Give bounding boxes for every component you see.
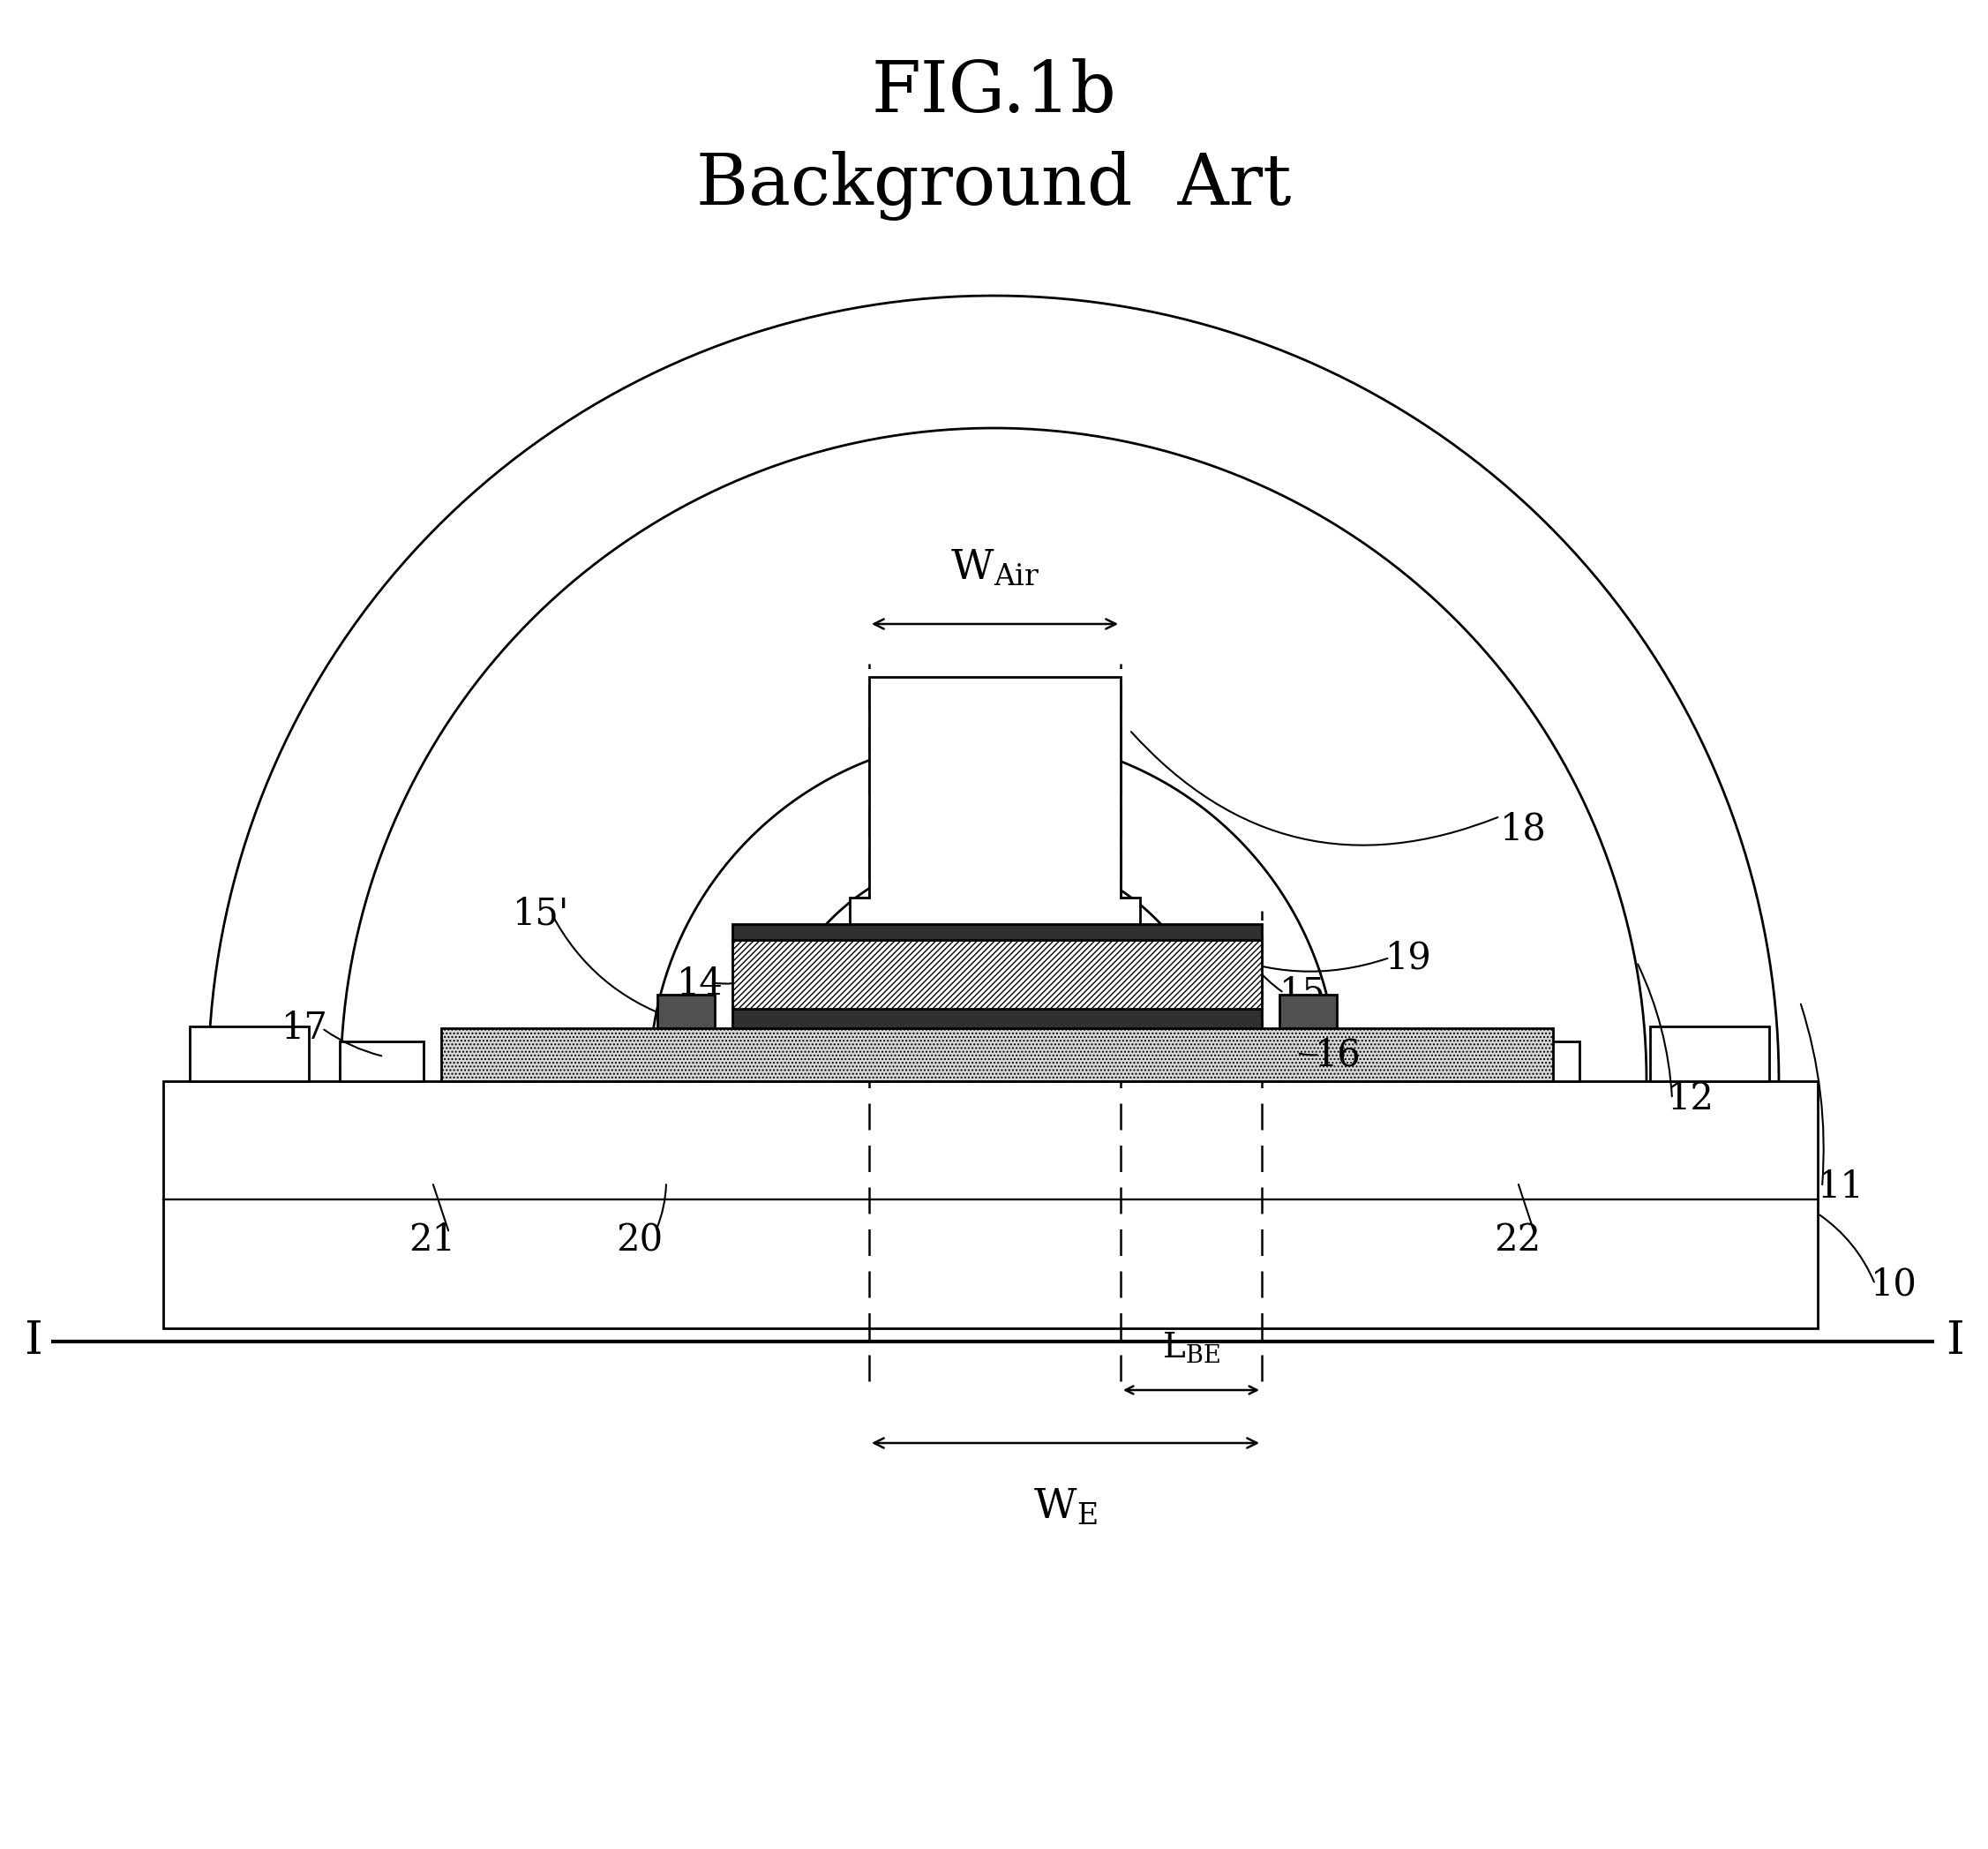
- Bar: [732, 939, 1262, 1010]
- Text: Background  Art: Background Art: [696, 150, 1290, 220]
- Text: 21: 21: [410, 1222, 455, 1259]
- Bar: [732, 924, 1262, 939]
- Text: 22: 22: [1495, 1222, 1541, 1259]
- Text: 16: 16: [1314, 1035, 1362, 1072]
- Text: I: I: [1946, 1318, 1964, 1365]
- Bar: [163, 1082, 1817, 1328]
- Bar: [732, 1010, 1262, 1028]
- Text: 20: 20: [616, 1222, 664, 1259]
- Text: I: I: [24, 1318, 42, 1365]
- Text: 15: 15: [1280, 974, 1326, 1011]
- Bar: [441, 1028, 1553, 1082]
- Text: 17: 17: [280, 1010, 328, 1047]
- Text: FIG.1b: FIG.1b: [871, 59, 1115, 128]
- Bar: [658, 995, 716, 1028]
- Text: 15': 15': [513, 895, 569, 932]
- Polygon shape: [849, 677, 1139, 924]
- Bar: [1495, 1041, 1578, 1082]
- Text: L$_{\mathregular{BE}}$: L$_{\mathregular{BE}}$: [1163, 1331, 1221, 1365]
- Text: 18: 18: [1501, 812, 1547, 849]
- Text: 14: 14: [676, 965, 724, 1002]
- Bar: [189, 1026, 308, 1082]
- Text: 11: 11: [1817, 1169, 1865, 1206]
- Bar: [1650, 1026, 1769, 1082]
- Text: 12: 12: [1668, 1080, 1714, 1117]
- Bar: [340, 1041, 423, 1082]
- Text: W$_{\mathregular{Air}}$: W$_{\mathregular{Air}}$: [950, 549, 1040, 588]
- Bar: [1280, 995, 1336, 1028]
- Text: 10: 10: [1871, 1265, 1916, 1304]
- Text: W$_{\mathregular{E}}$: W$_{\mathregular{E}}$: [1034, 1487, 1097, 1527]
- Text: 19: 19: [1386, 939, 1431, 976]
